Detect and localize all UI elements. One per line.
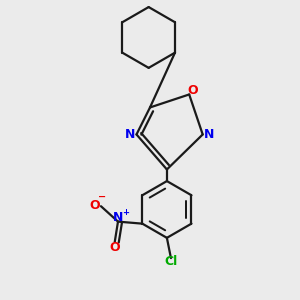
Text: Cl: Cl xyxy=(164,255,178,268)
Text: O: O xyxy=(90,199,100,212)
Text: N: N xyxy=(204,128,214,141)
Text: N: N xyxy=(113,211,123,224)
Text: −: − xyxy=(98,192,106,202)
Text: +: + xyxy=(122,208,129,217)
Text: O: O xyxy=(187,84,198,97)
Text: O: O xyxy=(110,242,120,254)
Text: N: N xyxy=(125,128,136,141)
